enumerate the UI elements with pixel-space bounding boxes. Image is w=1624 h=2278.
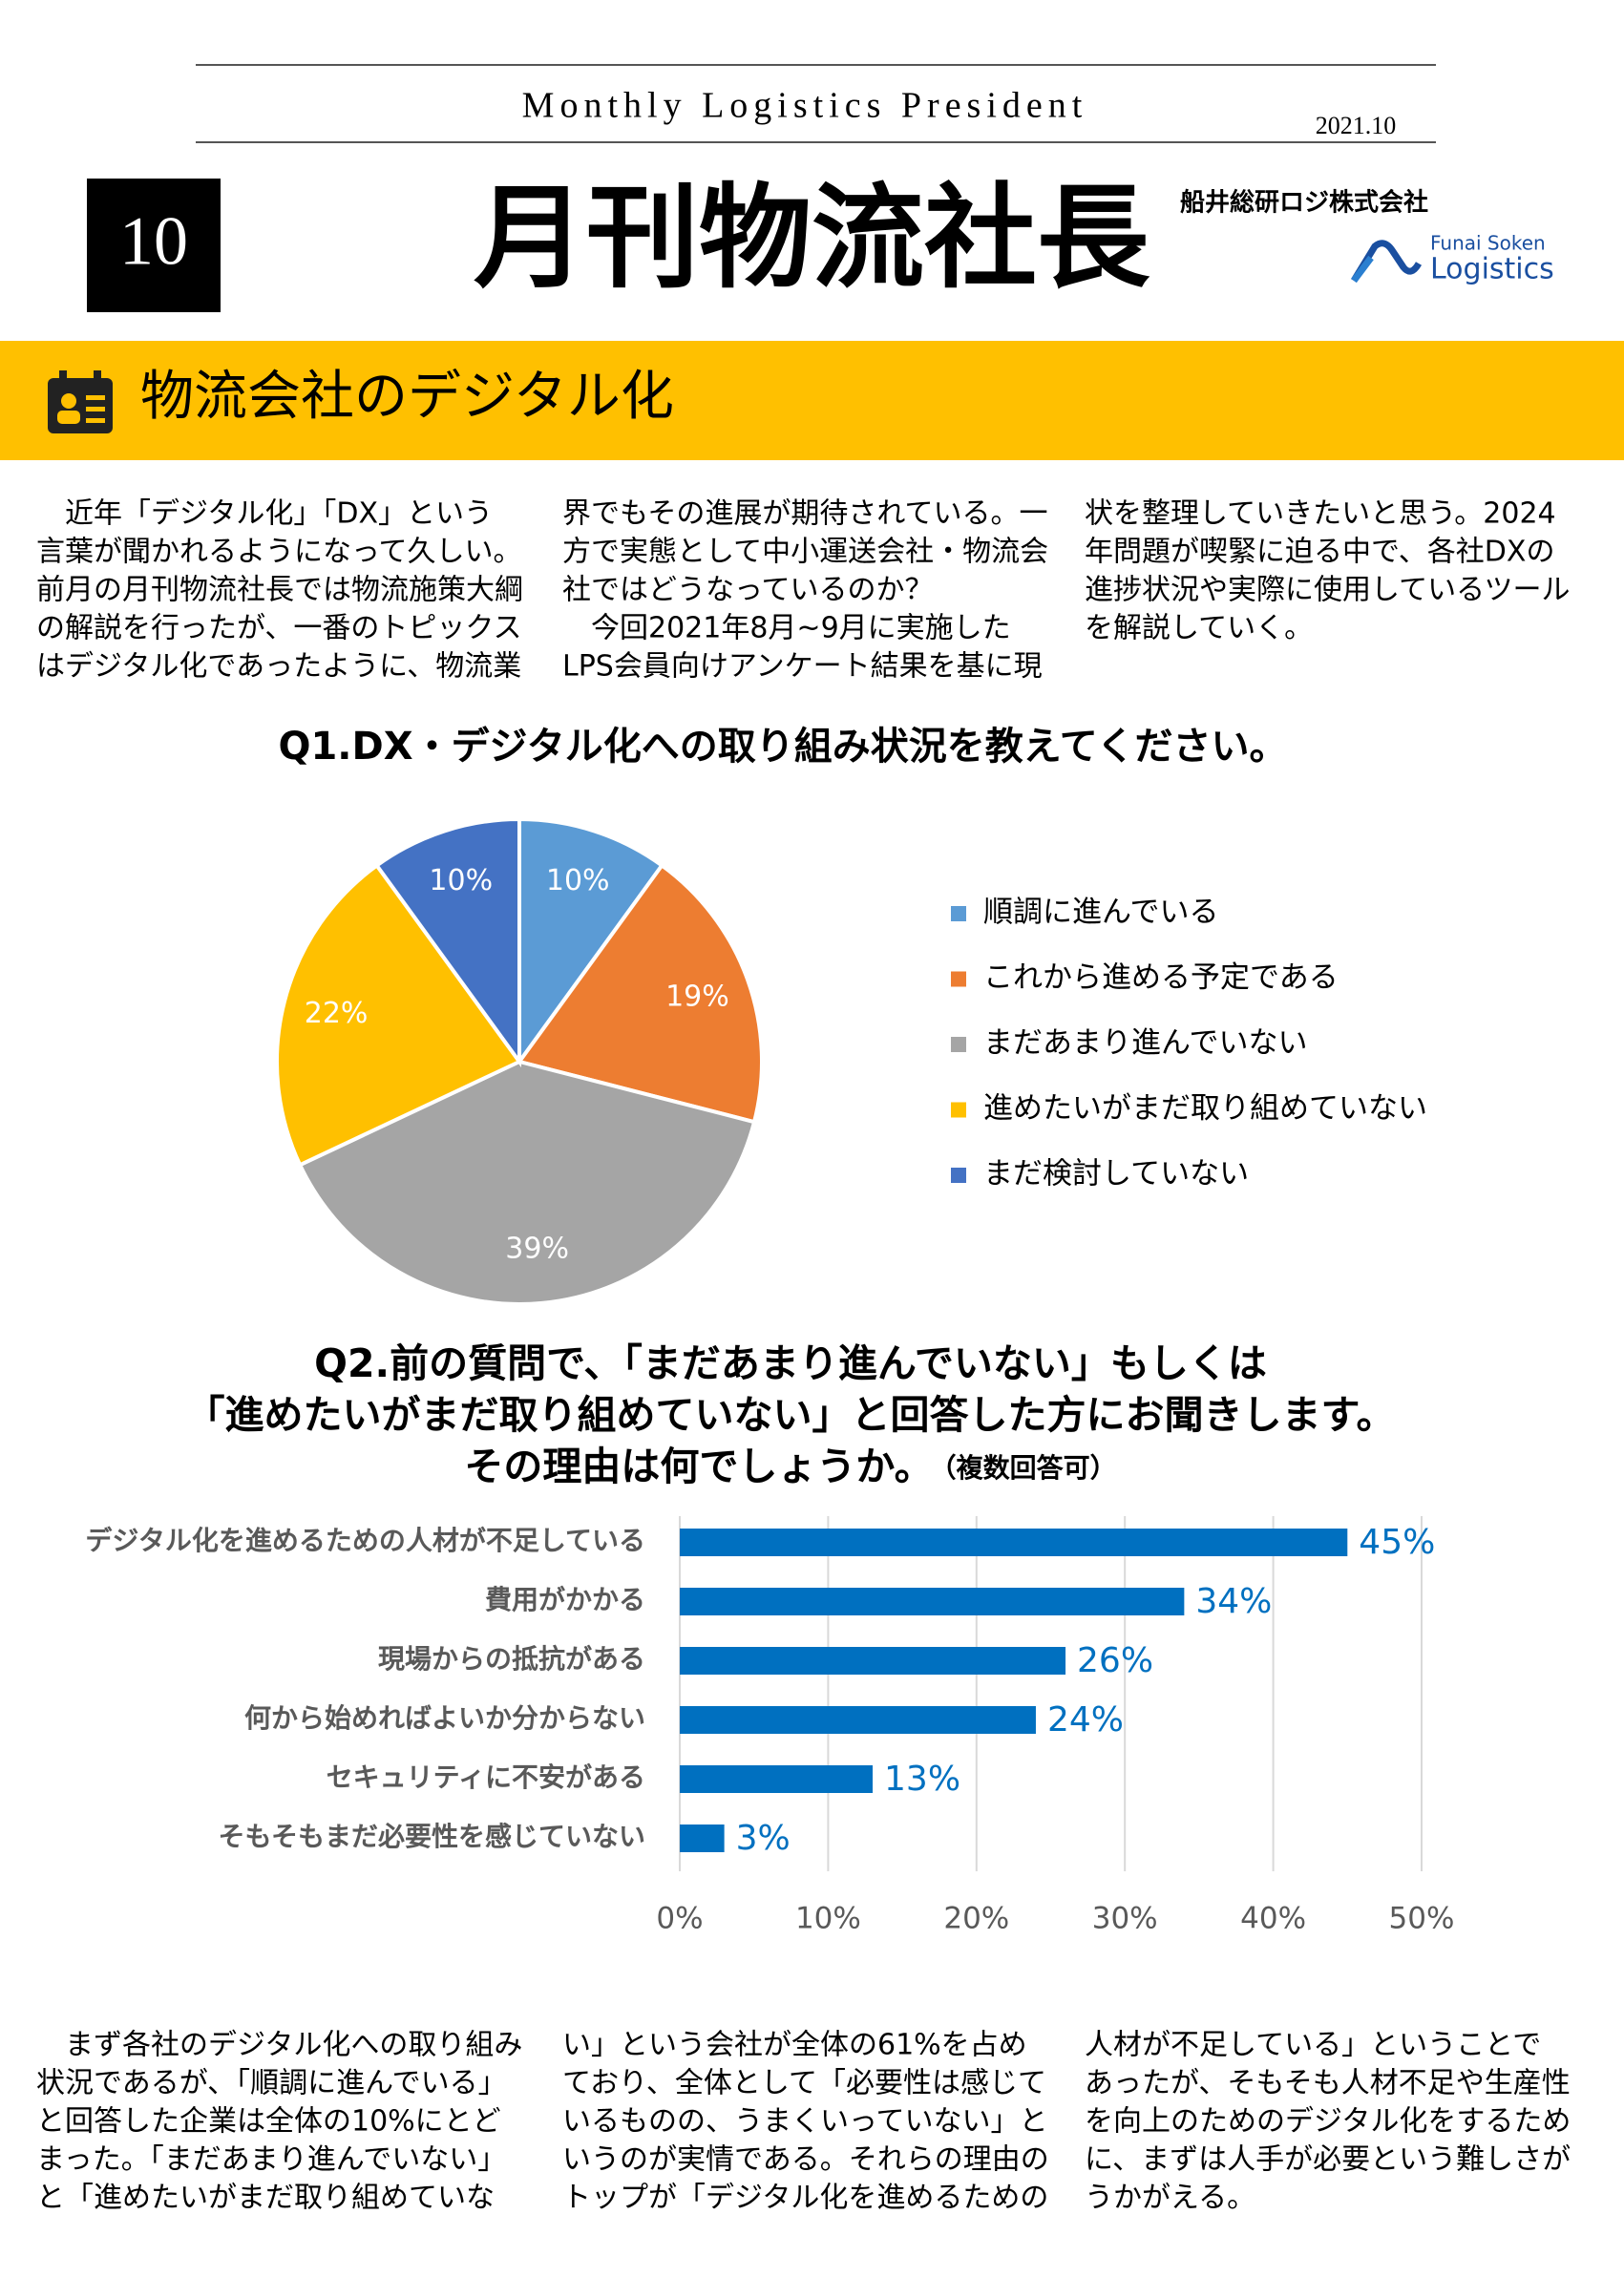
section-icon xyxy=(48,370,113,433)
legend-swatch xyxy=(951,971,966,987)
data-label: 13% xyxy=(884,1760,960,1799)
data-label: 22% xyxy=(305,997,369,1030)
section-title: 物流会社のデジタル化 xyxy=(140,368,674,427)
chart-title-line: その理由は何でしょうか。 xyxy=(464,1444,933,1489)
charts: Q1.DX・デジタル化への取り組み状況を教えてください。 10% 19% 39% 22%… xyxy=(85,725,1454,1936)
issue-box xyxy=(87,179,221,312)
paragraph-line: 方で実態として中小運送会社・物流会 xyxy=(562,536,1048,569)
paragraph-line: と回答した企業は全体の10%にとど xyxy=(36,2105,501,2139)
paragraph-line: トップが「デジタル化を進めるための xyxy=(562,2182,1048,2215)
section-band xyxy=(0,341,1624,460)
data-label: 34% xyxy=(1195,1582,1272,1621)
paragraph-line: 今回2021年8月~9月に実施した xyxy=(562,612,1011,645)
header-subtitle: Monthly Logistics President xyxy=(522,86,1088,126)
data-label: 19% xyxy=(665,980,729,1013)
paragraph-line: まず各社のデジタル化への取り組み xyxy=(36,2029,522,2062)
pie-slice xyxy=(275,862,523,1168)
logo-top: Funai Soken xyxy=(1430,232,1546,255)
chart-title-line: Q2.前の質問で、「まだあまり進んでいない」もしくは xyxy=(314,1340,1267,1386)
paragraph-line: の解説を行ったが、一番のトピックス xyxy=(36,612,522,645)
paragraph-line: まった。「まだあまり進んでいない」 xyxy=(36,2143,506,2177)
chart-title: その理由は何でしょうか。 （複数回答可） xyxy=(464,1444,1116,1489)
legend-label: 順調に進んでいる xyxy=(983,896,1218,930)
x-tick-label: 50% xyxy=(1389,1902,1455,1936)
category-label: 費用がかかる xyxy=(485,1584,645,1615)
legend-label: まだ検討していない xyxy=(983,1157,1249,1192)
paragraph-line: いるものの、うまくいっていない」と xyxy=(562,2105,1048,2139)
paragraph-line: はデジタル化であったように、物流業 xyxy=(36,650,521,684)
legend-swatch xyxy=(951,1037,966,1052)
paragraph-line: 界でもその進展が期待されている。一 xyxy=(562,497,1048,531)
chart-title: Q2.前の質問で、「まだあまり進んでいない」もしくは xyxy=(314,1340,1267,1386)
paragraph-line: 近年「デジタル化」「DX」という xyxy=(36,497,493,531)
paragraph-line: 社ではどうなっているのか？ xyxy=(562,574,934,607)
paragraph-line: うかがえる。 xyxy=(1085,2182,1255,2215)
paragraph-line: 前月の月刊物流社長では物流施策大綱 xyxy=(36,574,523,607)
paragraph-line: を向上のためのデジタル化をするため xyxy=(1085,2105,1571,2139)
paragraph-line: に、まずは人手が必要という難しさが xyxy=(1085,2143,1571,2177)
pie-slice xyxy=(297,1059,757,1306)
bar xyxy=(680,1588,1185,1615)
bar xyxy=(680,1529,1348,1556)
bar xyxy=(680,1825,725,1852)
paragraph-line: 状を整理していきたいと思う。2024 xyxy=(1085,497,1556,531)
paragraph-line: 言葉が聞かれるようになって久しい。 xyxy=(36,536,522,569)
paragraph-line: ており、全体として「必要性は感じて xyxy=(562,2067,1046,2100)
category-label: 何から始めればよいか分からない xyxy=(244,1702,645,1734)
data-label: 10% xyxy=(546,864,610,897)
paragraph-line: 年問題が喫緊に迫る中で、各社DXの xyxy=(1085,536,1554,569)
data-label: 26% xyxy=(1077,1641,1153,1680)
body-text: まず各社のデジタル化への取り組み状況であるが、「順調に進んでいる」と回答した企業… xyxy=(36,2029,1571,2215)
company-name: 船井総研ロジ株式会社 xyxy=(1180,188,1428,218)
legend-label: これから進める予定である xyxy=(983,960,1339,995)
paragraph-line: いうのが実情である。それらの理由の xyxy=(562,2143,1049,2177)
intro-text: 近年「デジタル化」「DX」という言葉が聞かれるようになって久しい。前月の月刊物流… xyxy=(36,497,1571,684)
paragraph-line: LPS会員向けアンケート結果を基に現 xyxy=(562,650,1043,684)
issue-number: 10 xyxy=(119,203,188,280)
chart-title: 「進めたいがまだ取り組めていない」と回答した方にお聞きします。 xyxy=(186,1392,1396,1438)
legend-swatch xyxy=(951,1102,966,1118)
legend-label: 進めたいがまだ取り組めていない xyxy=(983,1091,1427,1126)
paragraph-line: 進捗状況や実際に使用しているツール xyxy=(1085,574,1571,607)
bar xyxy=(680,1706,1036,1734)
x-tick-label: 10% xyxy=(795,1902,861,1936)
data-label: 10% xyxy=(429,864,493,897)
pie-slice xyxy=(373,816,521,1068)
logo-bottom: Logistics xyxy=(1430,253,1554,286)
data-label: 39% xyxy=(505,1233,569,1266)
legend-swatch xyxy=(951,1168,966,1183)
paragraph-line: 状況であるが、「順調に進んでいる」 xyxy=(36,2067,507,2100)
category-label: 現場からの抵抗がある xyxy=(378,1643,645,1675)
header-date: 2021.10 xyxy=(1316,112,1397,139)
pie-slice xyxy=(517,816,665,1068)
chart-title: Q1.DX・デジタル化への取り組み状況を教えてください。 xyxy=(278,725,1287,769)
bar xyxy=(680,1647,1066,1675)
logo-mark xyxy=(1351,240,1423,283)
x-tick-label: 20% xyxy=(943,1902,1009,1936)
category-label: セキュリティに不安がある xyxy=(327,1761,645,1793)
paragraph-line: と「進めたいがまだ取り組めていな xyxy=(36,2182,495,2215)
paragraph-line: 人材が不足している」ということで xyxy=(1085,2029,1541,2062)
paragraph-line: い」という会社が全体の61%を占め xyxy=(562,2029,1027,2062)
paragraph-line: あったが、そもそも人材不足や生産性 xyxy=(1085,2067,1571,2100)
pie-slice xyxy=(516,862,764,1125)
paragraph-line: を解説していく。 xyxy=(1085,612,1313,645)
x-tick-label: 40% xyxy=(1240,1902,1306,1936)
bar xyxy=(680,1765,874,1793)
chart-title-line: 「進めたいがまだ取り組めていない」と回答した方にお聞きします。 xyxy=(186,1392,1396,1438)
chart-note: （複数回答可） xyxy=(943,1452,1117,1484)
data-label: 3% xyxy=(736,1819,791,1858)
data-label: 24% xyxy=(1047,1700,1124,1740)
header-title: 月刊物流社長 xyxy=(474,172,1150,304)
category-label: デジタル化を進めるための人材が不足している xyxy=(85,1525,645,1556)
data-label: 45% xyxy=(1359,1523,1435,1562)
legend-swatch xyxy=(951,906,966,921)
category-label: そもそもまだ必要性を感じていない xyxy=(219,1821,645,1852)
x-tick-label: 0% xyxy=(656,1902,703,1936)
logo-mark-accent xyxy=(1351,255,1374,284)
x-tick-label: 30% xyxy=(1092,1902,1158,1936)
legend-label: まだあまり進んでいない xyxy=(983,1026,1307,1061)
